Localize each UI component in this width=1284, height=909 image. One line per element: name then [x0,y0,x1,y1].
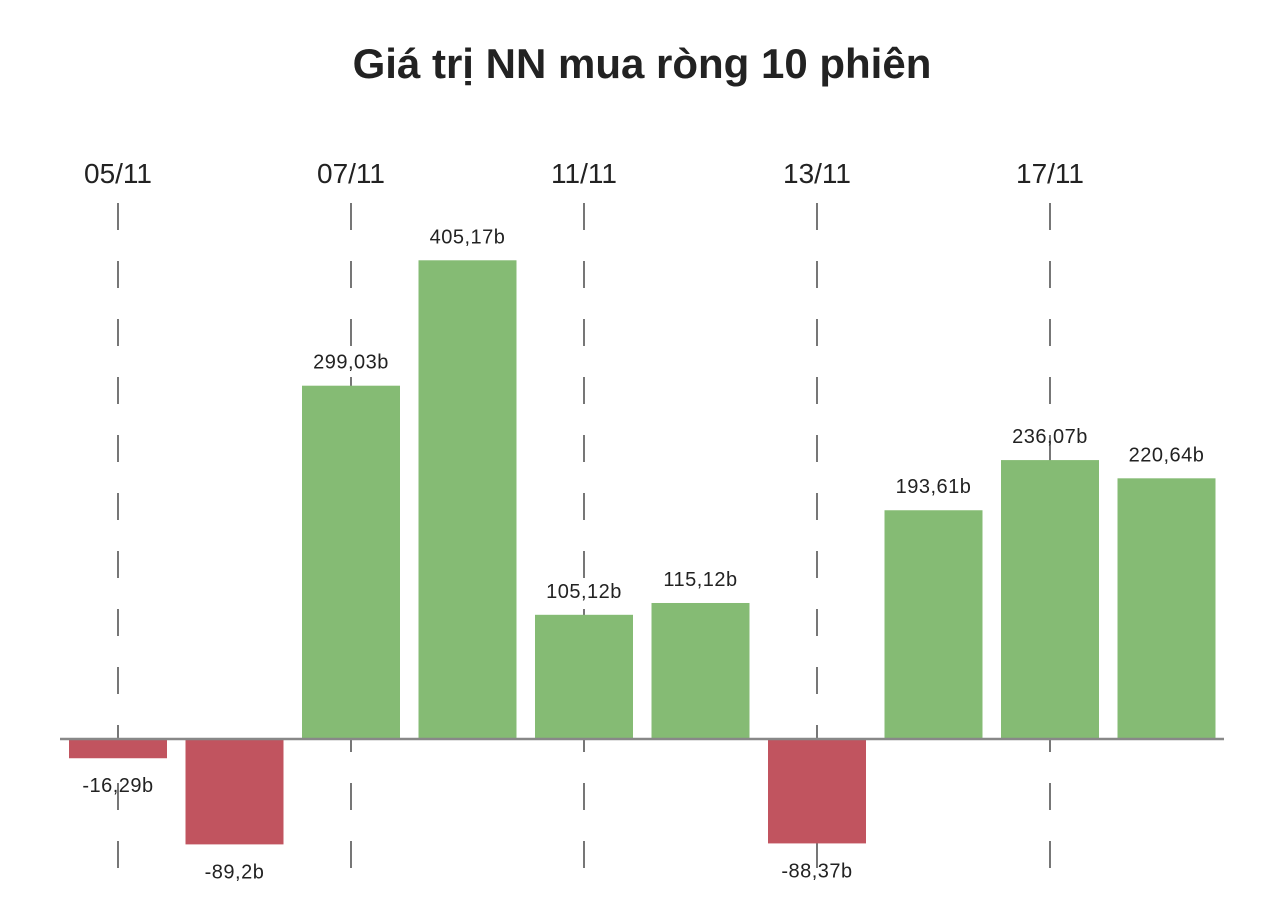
bar-positive [535,614,633,739]
data-label: -89,2b [205,861,265,883]
x-axis-ticks: 05/11 07/11 11/11 13/11 17/11 [84,158,1084,189]
data-label: 405,17b [430,226,506,248]
chart-title: Giá trị NN mua ròng 10 phiên [352,40,932,87]
bar-positive [1117,478,1216,739]
data-label: -88,37b [781,860,852,882]
bar-positive [1001,460,1099,739]
x-tick-label: 05/11 [84,158,152,189]
data-label: 299,03b [313,352,389,374]
bar-positive [302,385,400,739]
bar-positive [651,602,750,739]
value-labels: -16,29b -89,2b 299,03b 405,17b 105,12b 115,12… [82,226,1204,883]
bars [69,260,1216,845]
x-tick-label: 07/11 [317,158,385,189]
data-label: 115,12b [663,569,737,591]
x-tick-label: 17/11 [1016,158,1084,189]
x-tick-label: 13/11 [783,158,851,189]
bar-negative [768,739,866,844]
data-label: -16,29b [82,775,153,797]
bar-negative [185,739,284,845]
data-label: 236,07b [1012,426,1088,448]
bar-positive [884,510,983,739]
bar-negative [69,739,167,759]
data-label: 220,64b [1129,444,1205,466]
data-label: 193,61b [896,476,972,498]
bar-positive [418,260,517,739]
data-label: 105,12b [546,581,622,603]
x-tick-label: 11/11 [551,158,617,189]
